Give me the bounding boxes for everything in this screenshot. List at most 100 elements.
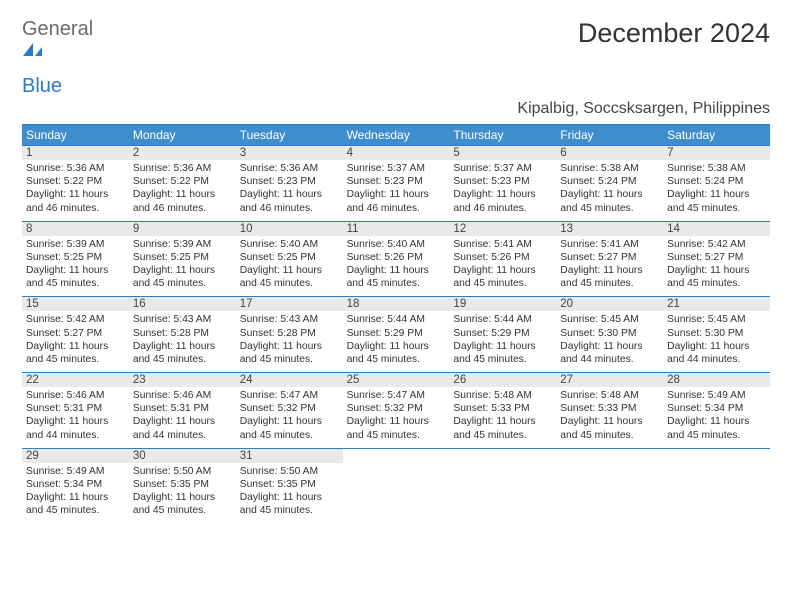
weekday-header-row: Sunday Monday Tuesday Wednesday Thursday… — [22, 125, 770, 145]
sunrise-text: Sunrise: 5:37 AM — [347, 162, 446, 175]
day-details: Sunrise: 5:49 AMSunset: 5:34 PMDaylight:… — [22, 463, 129, 524]
daylight-line2: and 45 minutes. — [240, 277, 339, 290]
day-details: Sunrise: 5:41 AMSunset: 5:26 PMDaylight:… — [449, 236, 556, 297]
day-number: 8 — [22, 222, 129, 236]
daylight-line2: and 45 minutes. — [667, 429, 766, 442]
day-details: Sunrise: 5:39 AMSunset: 5:25 PMDaylight:… — [22, 236, 129, 297]
calendar-week: 29Sunrise: 5:49 AMSunset: 5:34 PMDayligh… — [22, 448, 770, 524]
calendar-day: 9Sunrise: 5:39 AMSunset: 5:25 PMDaylight… — [129, 222, 236, 297]
day-number: 10 — [236, 222, 343, 236]
sunrise-text: Sunrise: 5:46 AM — [26, 389, 125, 402]
daylight-line1: Daylight: 11 hours — [347, 340, 446, 353]
calendar-day: 16Sunrise: 5:43 AMSunset: 5:28 PMDayligh… — [129, 297, 236, 372]
calendar-day: 5Sunrise: 5:37 AMSunset: 5:23 PMDaylight… — [449, 146, 556, 221]
calendar-day — [556, 449, 663, 524]
sunset-text: Sunset: 5:27 PM — [560, 251, 659, 264]
daylight-line2: and 45 minutes. — [453, 353, 552, 366]
sunset-text: Sunset: 5:23 PM — [453, 175, 552, 188]
day-details: Sunrise: 5:45 AMSunset: 5:30 PMDaylight:… — [556, 311, 663, 372]
calendar-day: 19Sunrise: 5:44 AMSunset: 5:29 PMDayligh… — [449, 297, 556, 372]
daylight-line1: Daylight: 11 hours — [453, 264, 552, 277]
day-details: Sunrise: 5:44 AMSunset: 5:29 PMDaylight:… — [343, 311, 450, 372]
daylight-line1: Daylight: 11 hours — [26, 188, 125, 201]
daylight-line1: Daylight: 11 hours — [453, 415, 552, 428]
daylight-line2: and 45 minutes. — [133, 277, 232, 290]
sunrise-text: Sunrise: 5:48 AM — [560, 389, 659, 402]
sunrise-text: Sunrise: 5:39 AM — [133, 238, 232, 251]
calendar: Sunday Monday Tuesday Wednesday Thursday… — [22, 124, 770, 523]
sunset-text: Sunset: 5:27 PM — [667, 251, 766, 264]
day-number: 30 — [129, 449, 236, 463]
sunrise-text: Sunrise: 5:36 AM — [133, 162, 232, 175]
day-number: 18 — [343, 297, 450, 311]
daylight-line1: Daylight: 11 hours — [26, 415, 125, 428]
sunset-text: Sunset: 5:31 PM — [133, 402, 232, 415]
daylight-line1: Daylight: 11 hours — [133, 340, 232, 353]
day-number: 15 — [22, 297, 129, 311]
day-details: Sunrise: 5:41 AMSunset: 5:27 PMDaylight:… — [556, 236, 663, 297]
daylight-line1: Daylight: 11 hours — [133, 491, 232, 504]
logo-sail-icon — [22, 41, 93, 57]
day-details: Sunrise: 5:47 AMSunset: 5:32 PMDaylight:… — [236, 387, 343, 448]
daylight-line1: Daylight: 11 hours — [240, 340, 339, 353]
day-number: 28 — [663, 373, 770, 387]
day-number: 14 — [663, 222, 770, 236]
day-details: Sunrise: 5:46 AMSunset: 5:31 PMDaylight:… — [22, 387, 129, 448]
page-title: December 2024 — [578, 18, 770, 49]
sunset-text: Sunset: 5:29 PM — [453, 327, 552, 340]
header: General Blue December 2024 — [22, 18, 770, 98]
day-details: Sunrise: 5:40 AMSunset: 5:25 PMDaylight:… — [236, 236, 343, 297]
daylight-line1: Daylight: 11 hours — [26, 491, 125, 504]
calendar-day: 6Sunrise: 5:38 AMSunset: 5:24 PMDaylight… — [556, 146, 663, 221]
calendar-day — [343, 449, 450, 524]
sunrise-text: Sunrise: 5:50 AM — [133, 465, 232, 478]
weekday-header: Thursday — [449, 125, 556, 145]
day-details: Sunrise: 5:47 AMSunset: 5:32 PMDaylight:… — [343, 387, 450, 448]
daylight-line2: and 45 minutes. — [347, 353, 446, 366]
sunrise-text: Sunrise: 5:49 AM — [667, 389, 766, 402]
daylight-line1: Daylight: 11 hours — [26, 340, 125, 353]
sunset-text: Sunset: 5:23 PM — [347, 175, 446, 188]
calendar-day: 15Sunrise: 5:42 AMSunset: 5:27 PMDayligh… — [22, 297, 129, 372]
daylight-line2: and 45 minutes. — [667, 202, 766, 215]
calendar-day: 25Sunrise: 5:47 AMSunset: 5:32 PMDayligh… — [343, 373, 450, 448]
daylight-line2: and 46 minutes. — [133, 202, 232, 215]
day-number: 31 — [236, 449, 343, 463]
day-details: Sunrise: 5:37 AMSunset: 5:23 PMDaylight:… — [343, 160, 450, 221]
daylight-line2: and 45 minutes. — [560, 202, 659, 215]
sunrise-text: Sunrise: 5:46 AM — [133, 389, 232, 402]
daylight-line1: Daylight: 11 hours — [240, 415, 339, 428]
daylight-line2: and 45 minutes. — [240, 353, 339, 366]
daylight-line1: Daylight: 11 hours — [240, 264, 339, 277]
calendar-day: 2Sunrise: 5:36 AMSunset: 5:22 PMDaylight… — [129, 146, 236, 221]
calendar-day: 29Sunrise: 5:49 AMSunset: 5:34 PMDayligh… — [22, 449, 129, 524]
sunrise-text: Sunrise: 5:41 AM — [453, 238, 552, 251]
calendar-day: 3Sunrise: 5:36 AMSunset: 5:23 PMDaylight… — [236, 146, 343, 221]
calendar-day: 22Sunrise: 5:46 AMSunset: 5:31 PMDayligh… — [22, 373, 129, 448]
day-number: 22 — [22, 373, 129, 387]
day-details: Sunrise: 5:49 AMSunset: 5:34 PMDaylight:… — [663, 387, 770, 448]
weekday-header: Wednesday — [343, 125, 450, 145]
sunset-text: Sunset: 5:31 PM — [26, 402, 125, 415]
calendar-day: 18Sunrise: 5:44 AMSunset: 5:29 PMDayligh… — [343, 297, 450, 372]
daylight-line2: and 44 minutes. — [667, 353, 766, 366]
weekday-header: Tuesday — [236, 125, 343, 145]
day-details: Sunrise: 5:44 AMSunset: 5:29 PMDaylight:… — [449, 311, 556, 372]
brand-logo: General Blue — [22, 18, 93, 98]
sunrise-text: Sunrise: 5:40 AM — [347, 238, 446, 251]
calendar-day: 12Sunrise: 5:41 AMSunset: 5:26 PMDayligh… — [449, 222, 556, 297]
day-details: Sunrise: 5:36 AMSunset: 5:22 PMDaylight:… — [22, 160, 129, 221]
daylight-line2: and 46 minutes. — [26, 202, 125, 215]
day-number: 26 — [449, 373, 556, 387]
daylight-line1: Daylight: 11 hours — [133, 415, 232, 428]
sunset-text: Sunset: 5:34 PM — [26, 478, 125, 491]
sunrise-text: Sunrise: 5:48 AM — [453, 389, 552, 402]
day-number: 13 — [556, 222, 663, 236]
day-number: 7 — [663, 146, 770, 160]
location-subtitle: Kipalbig, Soccsksargen, Philippines — [22, 100, 770, 118]
day-number: 24 — [236, 373, 343, 387]
daylight-line1: Daylight: 11 hours — [667, 264, 766, 277]
day-details: Sunrise: 5:50 AMSunset: 5:35 PMDaylight:… — [129, 463, 236, 524]
day-details: Sunrise: 5:42 AMSunset: 5:27 PMDaylight:… — [663, 236, 770, 297]
sunrise-text: Sunrise: 5:45 AM — [560, 313, 659, 326]
